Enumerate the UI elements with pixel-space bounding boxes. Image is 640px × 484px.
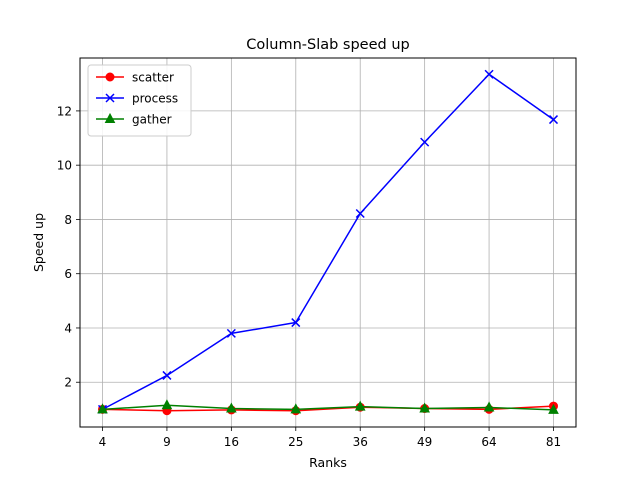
y-tick-label: 12 [57,104,72,118]
legend-item-process: process [96,92,178,106]
marker-stroke [226,328,236,338]
legend-label: process [132,92,178,106]
data-point-process [291,318,301,328]
data-point-gather [354,400,366,411]
y-axis-label: Speed up [31,213,46,272]
y-tick-label: 6 [64,267,72,281]
series-process [97,69,559,414]
marker-stroke [420,137,430,147]
marker-stroke [291,318,301,328]
x-tick-label: 16 [224,435,239,449]
x-axis: 4 9 16 25 36 49 64 81 [99,427,561,449]
plot-frame [79,57,577,428]
data-point-process [162,370,172,380]
data-point-process [355,208,365,218]
data-point-gather [483,401,495,412]
data-point-process [484,69,494,79]
y-axis: 2 4 6 8 10 12 [57,104,80,390]
x-tick-label: 64 [481,435,496,449]
marker-stroke [548,115,559,125]
data-point-process [548,115,559,125]
marker-stroke [105,93,115,103]
y-tick-label: 10 [57,159,72,173]
series-line-process [102,73,554,411]
x-tick-label: 9 [163,435,171,449]
x-tick-label: 4 [99,435,107,449]
x-tick-label: 49 [417,435,432,449]
series-layer [97,69,559,416]
series-gather [97,399,559,414]
y-tick-label: 8 [64,213,72,227]
y-tick-label: 2 [64,376,72,390]
legend-swatch-marker [104,112,116,123]
legend-swatch-marker [105,72,115,82]
chart-title: Column-Slab speed up [246,37,410,53]
data-point-gather [290,403,302,414]
legend-item-scatter: scatter [96,71,174,85]
data-point-process [420,137,430,147]
marker-stroke [355,208,365,218]
x-axis-label: Ranks [309,455,347,470]
legend-label: scatter [132,71,174,85]
data-point-gather [419,402,430,413]
data-point-gather [548,403,559,414]
marker-stroke [484,69,494,79]
x-tick-label: 25 [288,435,303,449]
data-point-process [226,328,236,338]
x-tick-label: 81 [546,435,561,449]
legend-swatch-marker [105,93,115,103]
legend-item-gather: gather [96,113,172,127]
data-point-gather [97,403,108,414]
data-point-gather [161,399,173,410]
data-point-gather [226,402,237,413]
legend: scatter process gather [87,64,192,137]
marker-stroke [162,370,172,380]
series-line-scatter [102,405,554,412]
legend-label: gather [132,113,172,127]
series-line-gather [102,404,554,411]
x-tick-label: 36 [353,435,368,449]
y-tick-label: 4 [64,321,72,335]
